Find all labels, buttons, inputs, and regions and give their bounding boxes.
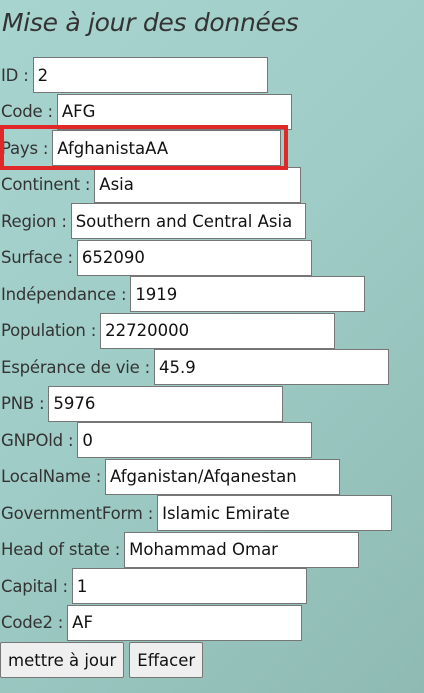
- form-row-code2: Code2 :: [0, 604, 424, 642]
- update-button[interactable]: mettre à jour: [0, 642, 125, 678]
- field-label-pays: Pays :: [1, 138, 49, 158]
- form-row-id: ID :: [0, 57, 424, 94]
- code-field[interactable]: [56, 93, 292, 130]
- pnb-field[interactable]: [48, 385, 284, 422]
- form-row-pnb: PNB :: [0, 385, 424, 423]
- form-row-region: Region :: [0, 203, 424, 240]
- form-row-capital: Capital :: [0, 568, 424, 605]
- field-label-continent: Continent :: [1, 175, 91, 195]
- form-row-continent: Continent :: [0, 166, 424, 204]
- field-label-esperance: Espérance de vie :: [1, 357, 151, 377]
- field-label-head-of-state: Head of state :: [1, 540, 121, 560]
- region-field[interactable]: [70, 203, 306, 240]
- surface-field[interactable]: [76, 239, 312, 276]
- localname-field[interactable]: [105, 458, 341, 495]
- field-label-id: ID :: [1, 65, 29, 85]
- population-field[interactable]: [100, 312, 336, 349]
- form-row-governmentform: GovernmentForm :: [0, 495, 424, 532]
- field-label-pnb: PNB :: [1, 394, 45, 414]
- governmentform-field[interactable]: [157, 495, 393, 532]
- form-row-gnpold: GNPOld :: [0, 422, 424, 459]
- id-field[interactable]: [32, 57, 268, 94]
- field-label-governmentform: GovernmentForm :: [1, 503, 154, 523]
- gnpold-field[interactable]: [77, 422, 313, 459]
- reset-button[interactable]: Effacer: [129, 642, 204, 678]
- form-row-surface: Surface :: [0, 239, 424, 277]
- field-label-region: Region :: [1, 211, 67, 231]
- form-actions: mettre à jour Effacer: [0, 642, 424, 678]
- form-row-pays: Pays :: [0, 130, 424, 167]
- continent-field[interactable]: [94, 166, 302, 203]
- field-label-code2: Code2 :: [1, 613, 64, 633]
- form-row-head-of-state: Head of state :: [0, 531, 424, 569]
- page-title: Mise à jour des données: [2, 8, 299, 37]
- field-label-capital: Capital :: [1, 576, 68, 596]
- head-of-state-field[interactable]: [124, 531, 360, 568]
- independance-field[interactable]: [130, 276, 366, 313]
- form-row-esperance: Espérance de vie :: [0, 349, 424, 386]
- field-label-independance: Indépendance :: [1, 284, 127, 304]
- field-label-code: Code :: [1, 102, 53, 122]
- field-label-surface: Surface :: [1, 248, 73, 268]
- field-label-localname: LocalName :: [1, 467, 102, 487]
- pays-field[interactable]: [52, 130, 282, 167]
- field-label-gnpold: GNPOld :: [1, 430, 74, 450]
- esperance-field[interactable]: [154, 349, 390, 386]
- field-label-population: Population :: [1, 321, 97, 341]
- code2-field[interactable]: [67, 604, 303, 641]
- form-row-localname: LocalName :: [0, 458, 424, 496]
- form-row-population: Population :: [0, 312, 424, 350]
- form-row-independance: Indépendance :: [0, 276, 424, 313]
- capital-field[interactable]: [71, 568, 307, 605]
- update-form: ID : Code : Pays : Continent : Region : …: [0, 57, 424, 678]
- form-row-code: Code :: [0, 93, 424, 131]
